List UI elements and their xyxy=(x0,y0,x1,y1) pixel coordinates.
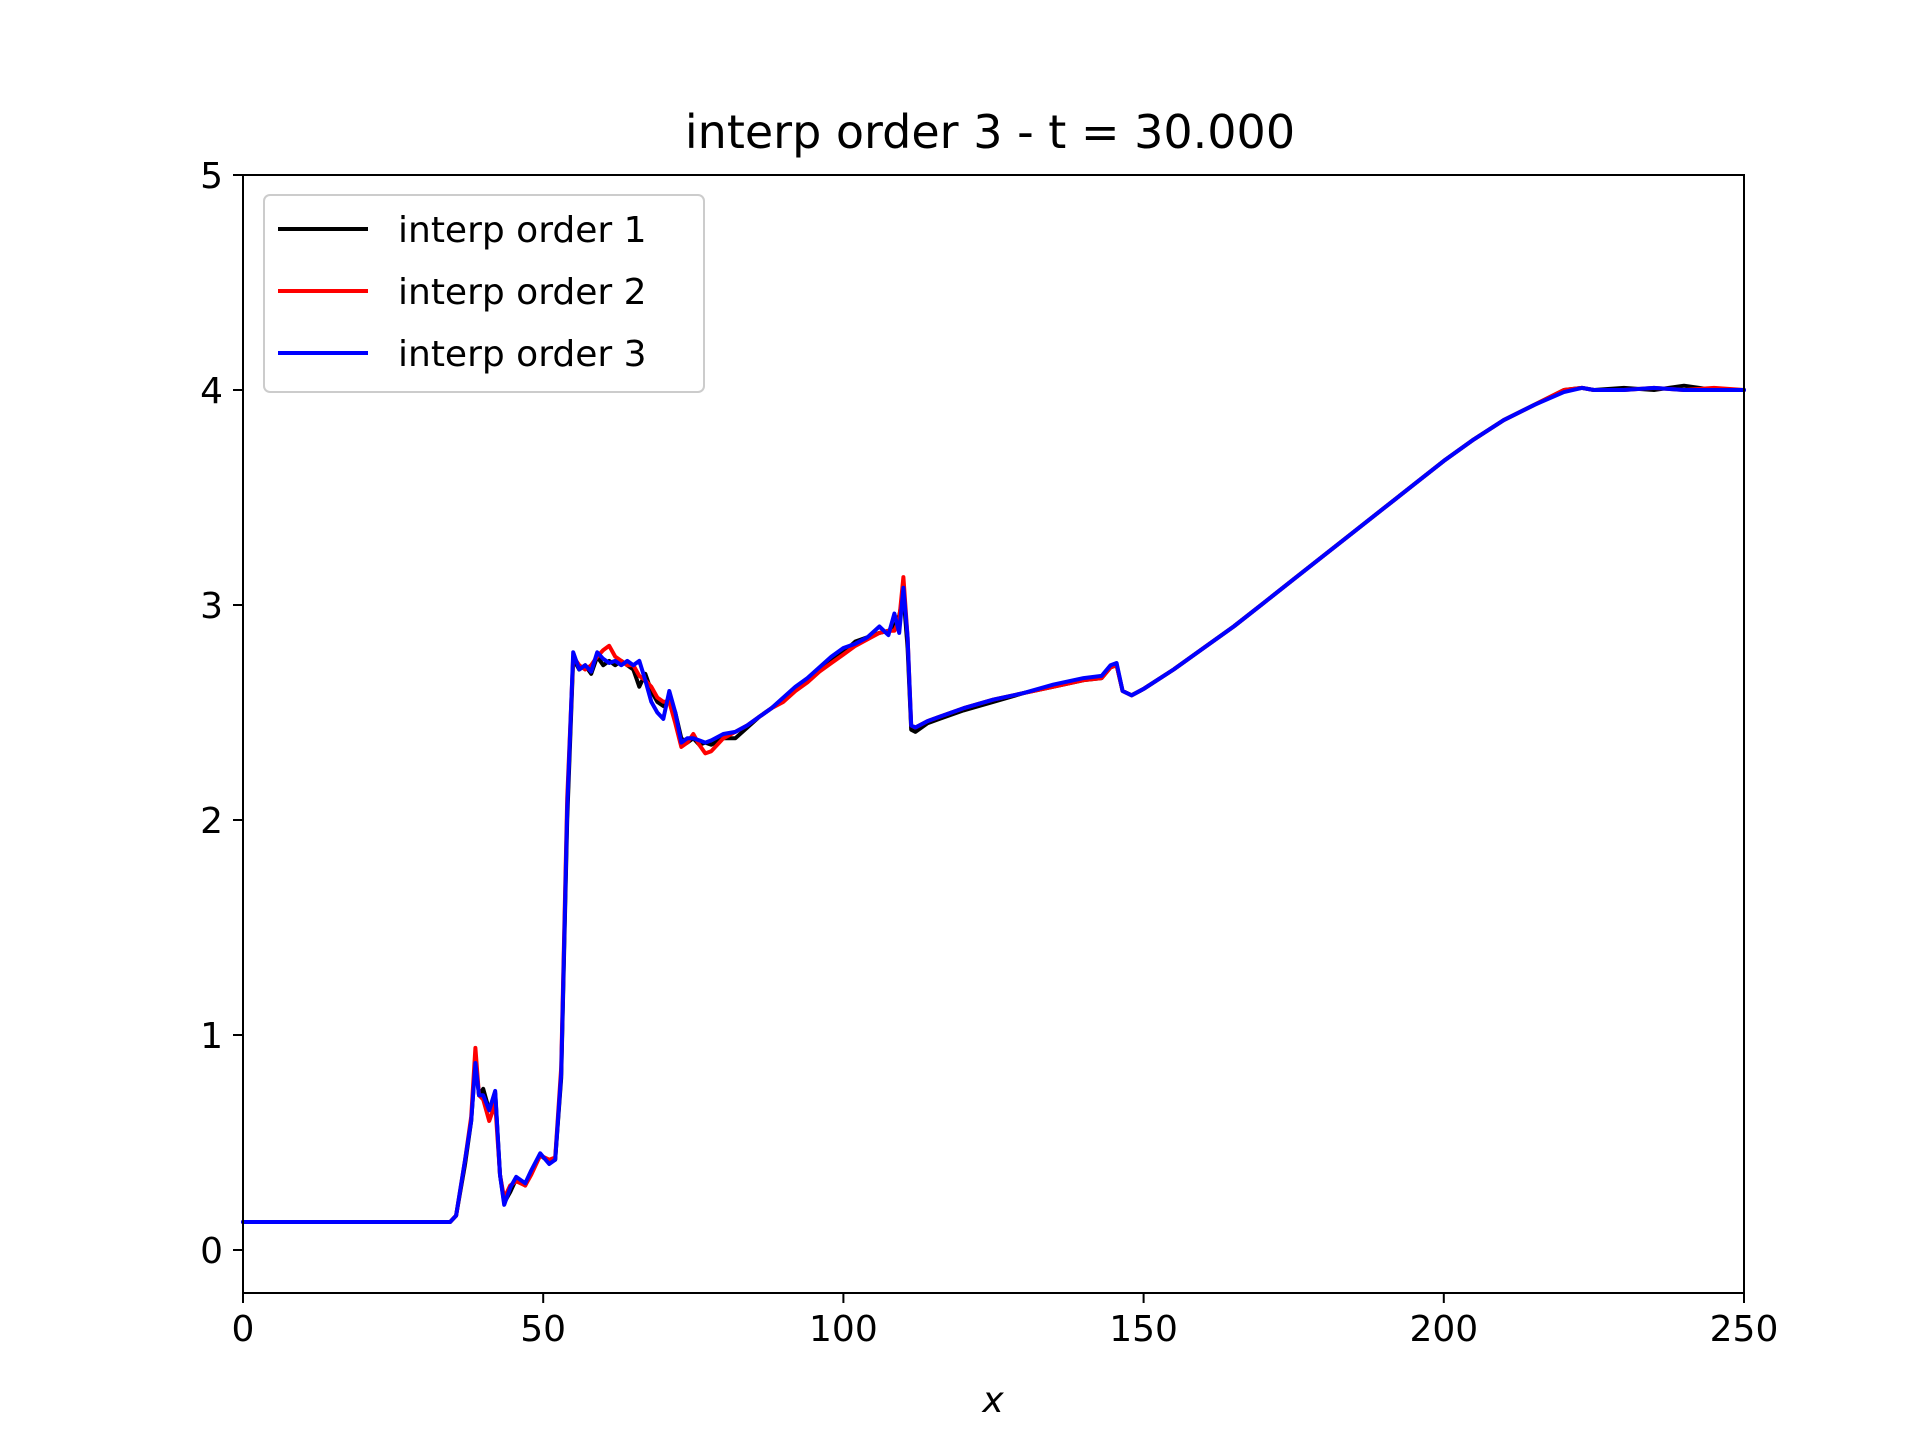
y-tick-label: 5 xyxy=(200,156,223,197)
x-tick-label: 200 xyxy=(1409,1309,1478,1350)
x-axis-ticks: 0 50 100 150 200 250 xyxy=(232,1293,1779,1350)
y-tick-label: 1 xyxy=(200,1016,223,1057)
y-tick-label: 3 xyxy=(200,586,223,627)
legend-label-3: interp order 3 xyxy=(398,334,647,375)
x-tick-label: 50 xyxy=(520,1309,566,1350)
x-axis-label: x xyxy=(981,1380,1004,1421)
series-group xyxy=(241,383,1746,1224)
y-axis-ticks: 0 1 2 3 4 5 xyxy=(200,156,243,1272)
legend: interp order 1 interp order 2 interp order… xyxy=(263,194,705,393)
x-tick-label: 0 xyxy=(232,1309,255,1350)
y-tick-label: 4 xyxy=(200,371,223,412)
x-tick-label: 250 xyxy=(1710,1309,1779,1350)
y-tick-label: 0 xyxy=(200,1231,223,1272)
chart-title: interp order 3 - t = 30.000 xyxy=(685,105,1295,159)
y-tick-label: 2 xyxy=(200,801,223,842)
legend-box xyxy=(263,194,705,393)
legend-label-1: interp order 1 xyxy=(398,210,647,251)
plot-frame xyxy=(242,174,1745,1294)
legend-label-2: interp order 2 xyxy=(398,272,647,313)
x-tick-label: 150 xyxy=(1109,1309,1178,1350)
x-tick-label: 100 xyxy=(809,1309,878,1350)
series-line-3 xyxy=(241,385,1746,1224)
